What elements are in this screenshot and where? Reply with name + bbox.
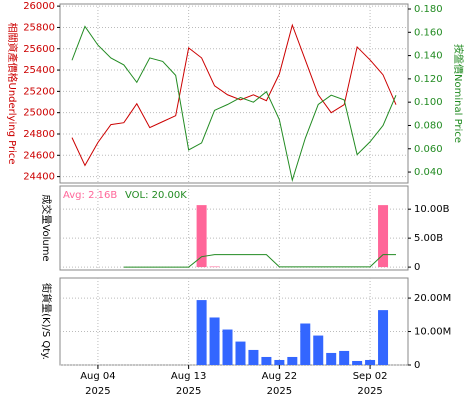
y-tick-label: 10.00M	[414, 327, 451, 338]
y-tick-label: 25800	[23, 22, 55, 33]
line	[71, 23, 397, 167]
y2-tick-label: 0.040	[414, 167, 443, 178]
y-tick-label: 25400	[23, 65, 55, 76]
bar	[209, 266, 220, 268]
x-tick-label: Sep 02 2025	[352, 371, 388, 397]
y-tick-label: 0	[414, 262, 420, 273]
y-tick-label: 20.00M	[414, 293, 451, 304]
bar	[326, 352, 337, 365]
y-tick-label: 26000	[23, 1, 55, 12]
y-tick-label: 0	[414, 360, 420, 371]
y-tick-label: 24400	[23, 172, 55, 183]
bar	[300, 323, 311, 365]
y-tick-label: 25000	[23, 108, 55, 119]
y2-tick-label: 0.160	[414, 27, 443, 38]
y2-tick-label: 0.080	[414, 120, 443, 131]
y-axis-title: 相關資產價格Underlying Price	[6, 22, 19, 164]
x-tick-label: Aug 22 2025	[261, 371, 298, 397]
bar	[313, 335, 324, 365]
y-tick-label: 25600	[23, 44, 55, 55]
bar	[248, 349, 259, 365]
y2-axis-title: 按盤價Nominal Price	[452, 44, 465, 143]
line	[71, 25, 397, 183]
bar	[209, 317, 220, 365]
x-tick-label: Aug 13 2025	[170, 371, 207, 397]
annotation: VOL: 20.00K	[125, 190, 187, 201]
line	[123, 254, 396, 268]
y2-tick-label: 0.100	[414, 97, 443, 108]
bar	[339, 350, 350, 365]
plot-frame	[59, 277, 409, 366]
bar	[261, 356, 272, 365]
y2-tick-label: 0.180	[414, 4, 443, 15]
bar	[378, 310, 389, 365]
bar	[287, 356, 298, 365]
bar	[235, 341, 246, 365]
bar	[274, 359, 285, 365]
bar	[378, 205, 389, 268]
annotation: Avg: 2.16B	[63, 190, 117, 201]
y-tick-label: 25200	[23, 86, 55, 97]
x-tick-label: Aug 04 2025	[80, 371, 116, 397]
bar	[196, 300, 207, 365]
plot-frame	[59, 3, 409, 184]
y-tick-label: 24600	[23, 150, 55, 161]
y-tick-label: 10.00B	[414, 204, 450, 215]
y2-tick-label: 0.140	[414, 51, 443, 62]
bar	[222, 329, 233, 365]
y-tick-label: 24800	[23, 129, 55, 140]
plot-frame	[59, 185, 409, 271]
y2-tick-label: 0.060	[414, 144, 443, 155]
bar	[196, 205, 207, 268]
y-axis-title: 街貨量(K)/S Qty.	[40, 283, 53, 360]
y-tick-label: 5.00B	[414, 233, 443, 244]
bar	[352, 360, 363, 365]
y2-tick-label: 0.120	[414, 74, 443, 85]
y-axis-title: 成交量Volume	[40, 194, 53, 261]
bar	[365, 359, 376, 365]
